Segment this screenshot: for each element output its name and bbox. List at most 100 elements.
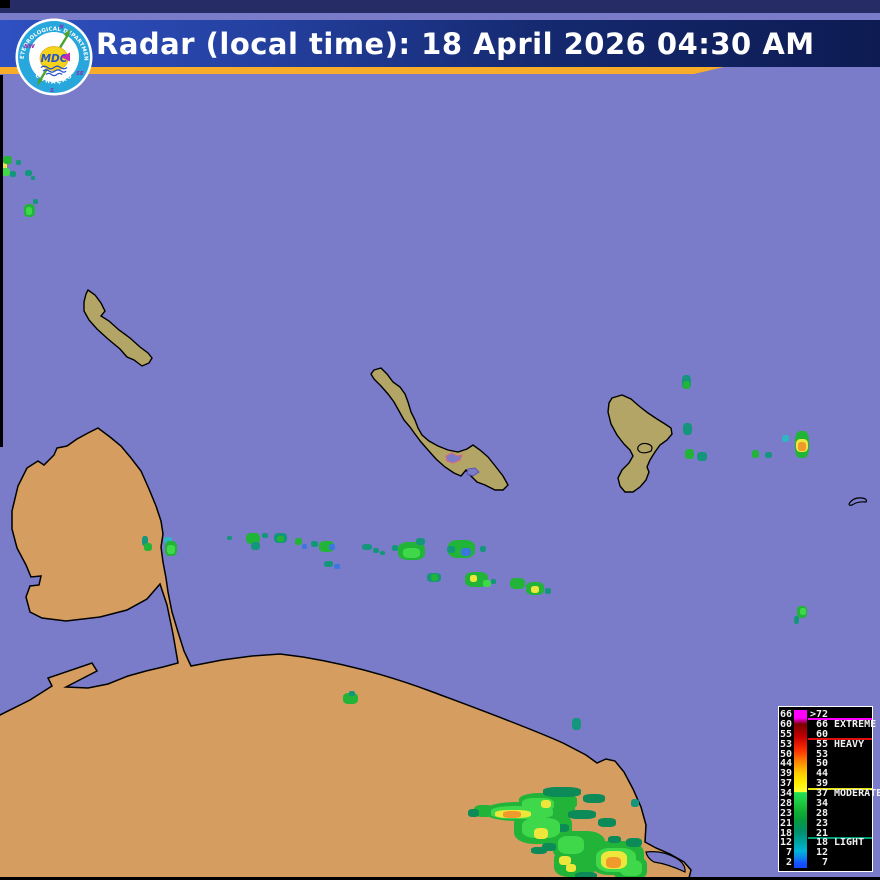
compass-arrow-tail-icon bbox=[37, 78, 43, 86]
radar-echo bbox=[164, 537, 172, 544]
radar-echo bbox=[142, 536, 148, 546]
logo-mdc-text: MDC bbox=[41, 53, 68, 65]
radar-echo bbox=[606, 857, 621, 868]
wave-icon bbox=[40, 65, 68, 70]
legend-cat-value: EXTREME bbox=[834, 718, 877, 730]
radar-echo bbox=[262, 533, 268, 538]
radar-echo bbox=[491, 579, 496, 584]
radar-echo bbox=[431, 574, 438, 581]
radar-echo bbox=[251, 542, 260, 550]
radar-echo bbox=[319, 541, 334, 552]
radar-echo bbox=[343, 693, 358, 704]
radar-echo bbox=[683, 423, 692, 435]
radar-echo bbox=[16, 160, 21, 165]
radar-echo bbox=[380, 551, 385, 555]
legend-left-value: 28 bbox=[779, 797, 792, 809]
radar-echo bbox=[31, 176, 35, 180]
radar-echo bbox=[545, 588, 551, 594]
legend-right-value: 55 bbox=[815, 738, 828, 750]
radar-echo bbox=[362, 544, 372, 550]
legend-right-value: 39 bbox=[815, 778, 828, 790]
legend-right-value: 12 bbox=[815, 847, 828, 859]
radar-echo bbox=[33, 199, 38, 204]
legend-right-value: 18 bbox=[815, 837, 828, 849]
radar-echo bbox=[295, 538, 302, 545]
legend-left-value: 60 bbox=[779, 718, 792, 730]
radar-echo bbox=[0, 159, 7, 174]
radar-echo bbox=[373, 548, 379, 553]
corner-black bbox=[0, 0, 10, 8]
radar-echo bbox=[568, 810, 596, 819]
radar-echo bbox=[541, 800, 551, 808]
radar-echo bbox=[683, 381, 690, 389]
legend-left-value: 66 bbox=[779, 709, 792, 720]
legend-threshold-line bbox=[808, 836, 872, 839]
radar-echo bbox=[531, 847, 547, 854]
legend-right-value: 34 bbox=[815, 797, 828, 809]
legend-left-value: 21 bbox=[779, 817, 792, 829]
legend-left-value: 2 bbox=[785, 857, 792, 869]
radar-echo bbox=[329, 544, 335, 550]
legend-right-value: 44 bbox=[815, 768, 828, 780]
radar-echo bbox=[557, 824, 569, 832]
legend-left-value: 53 bbox=[779, 738, 792, 750]
radar-echo bbox=[1, 168, 10, 176]
radar-echo bbox=[349, 691, 355, 696]
radar-echo bbox=[572, 718, 581, 730]
radar-echo bbox=[392, 545, 398, 551]
radar-echo bbox=[534, 828, 548, 839]
radar-echo bbox=[277, 536, 284, 542]
legend-threshold-line bbox=[808, 787, 872, 790]
radar-echo bbox=[697, 452, 707, 461]
legend-right-value: 50 bbox=[815, 758, 828, 770]
radar-echo bbox=[503, 811, 521, 818]
compass-se-label: SE bbox=[76, 71, 84, 77]
radar-echo bbox=[483, 580, 491, 587]
radar-echo bbox=[334, 564, 340, 569]
radar-echo bbox=[558, 836, 584, 854]
compass-n-label: N bbox=[59, 25, 64, 31]
wave-icon bbox=[45, 72, 63, 77]
radar-echo bbox=[794, 616, 799, 624]
header-banner bbox=[0, 20, 880, 67]
radar-echo bbox=[685, 449, 694, 459]
radar-echo bbox=[403, 548, 420, 558]
radar-echo bbox=[583, 794, 605, 803]
compass-s-label: S bbox=[50, 88, 54, 94]
header-top-band bbox=[0, 0, 880, 13]
curacao-lagoon bbox=[466, 467, 480, 477]
radar-echo bbox=[782, 435, 789, 442]
radar-echo bbox=[798, 442, 806, 451]
radar-echo bbox=[416, 538, 425, 545]
compass-nw-label: NW bbox=[24, 44, 36, 50]
legend-left-value: 12 bbox=[779, 837, 792, 849]
radar-echo bbox=[227, 536, 232, 540]
legend-right-value: 60 bbox=[815, 728, 828, 740]
legend-cat-value: MODERATE bbox=[834, 788, 880, 799]
legend-left-value: 39 bbox=[779, 768, 792, 780]
magenta-arrow-icon bbox=[61, 52, 70, 62]
legend-right-value: 21 bbox=[815, 827, 828, 839]
radar-echo bbox=[324, 561, 333, 567]
radar-echo bbox=[10, 171, 16, 177]
legend-left-value: 18 bbox=[779, 827, 792, 839]
reflectivity-legend: 66 >72 60 66 EXTREME 55 60 53 55 HEAVY 50 53 44 50 39 4… bbox=[778, 706, 880, 872]
legend-right-value: 7 bbox=[821, 857, 828, 869]
map-left-border bbox=[0, 75, 3, 447]
radar-echo bbox=[447, 546, 455, 553]
radar-echo bbox=[800, 608, 806, 615]
legend-left-value: 23 bbox=[779, 807, 792, 819]
header-gold-stripe bbox=[0, 67, 724, 74]
radar-echo bbox=[144, 543, 152, 551]
radar-echo bbox=[246, 533, 260, 544]
legend-threshold-line bbox=[808, 738, 872, 741]
mainland-venezuela bbox=[0, 427, 692, 880]
island-klein-bonaire bbox=[637, 442, 653, 454]
radar-echo bbox=[608, 836, 621, 843]
legend-threshold-line bbox=[808, 718, 872, 721]
compass-arrow-head-icon bbox=[63, 29, 71, 38]
legend-left-value: 55 bbox=[779, 728, 792, 740]
